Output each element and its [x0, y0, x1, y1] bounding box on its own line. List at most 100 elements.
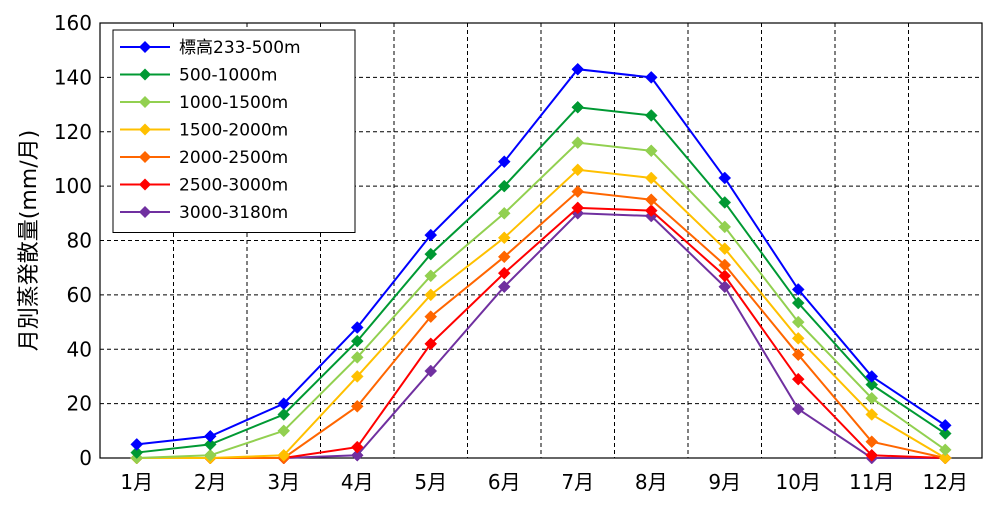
legend: 標高233-500m 500-1000m 1000-1500m 1500-2000m 2… — [112, 29, 356, 233]
legend-entry: 標高233-500m — [179, 38, 301, 58]
legend-marker — [139, 151, 151, 163]
series-line — [136, 190, 946, 459]
y-tick-label: 160 — [54, 11, 92, 35]
data-point — [424, 364, 438, 378]
legend-entry: 500-1000m — [179, 66, 277, 86]
data-point — [718, 220, 732, 234]
series-line — [136, 68, 946, 446]
x-tick-label: 6月 — [488, 470, 521, 494]
data-point — [497, 266, 511, 280]
data-point — [644, 109, 658, 122]
data-point — [791, 296, 805, 310]
data-point — [277, 424, 291, 438]
data-point — [938, 443, 952, 457]
legend-entry: 1000-1500m — [179, 93, 288, 113]
data-point — [424, 337, 438, 351]
series-line — [136, 212, 946, 459]
data-point — [350, 440, 364, 454]
data-point — [644, 204, 658, 217]
legend-entry: 1500-2000m — [179, 121, 288, 141]
data-point — [424, 269, 438, 283]
data-point — [571, 185, 585, 198]
data-point — [865, 378, 879, 391]
data-point — [497, 206, 511, 220]
data-point — [571, 201, 585, 215]
series-line — [136, 168, 946, 459]
data-point — [865, 435, 879, 449]
legend-entry: 2500-3000m — [179, 176, 288, 196]
data-point — [644, 71, 658, 84]
data-point — [130, 446, 144, 459]
legend-marker — [139, 206, 151, 218]
y-axis-title: 月別蒸発散量(mm/月) — [17, 130, 42, 351]
x-tick-label: 2月 — [194, 470, 227, 494]
data-point — [350, 448, 364, 462]
data-point — [791, 372, 805, 386]
data-point — [497, 179, 511, 193]
data-point — [865, 391, 879, 405]
data-point — [571, 163, 585, 177]
legend-marker — [139, 68, 151, 81]
data-point — [791, 332, 805, 345]
x-tick-label: 1月 — [120, 470, 153, 494]
x-tick-label: 4月 — [341, 470, 374, 494]
legend-marker — [139, 178, 151, 191]
data-point — [350, 351, 364, 364]
data-point — [350, 370, 364, 383]
data-point — [571, 100, 585, 114]
data-point — [718, 171, 732, 185]
data-point — [571, 136, 585, 149]
legend-marker — [139, 123, 151, 136]
y-tick-label: 20 — [67, 392, 92, 416]
series-1 — [130, 100, 952, 459]
data-point — [497, 280, 511, 294]
data-point — [865, 370, 879, 383]
y-tick-label: 140 — [54, 65, 92, 89]
data-point — [791, 283, 805, 296]
x-tick-label: 9月 — [708, 470, 741, 494]
x-tick-label: 12月 — [923, 470, 968, 494]
series-3 — [130, 163, 952, 465]
data-point — [718, 196, 732, 209]
data-point — [424, 310, 438, 323]
legend-marker — [139, 96, 151, 108]
x-tick-label: 5月 — [414, 470, 447, 494]
data-point — [424, 247, 438, 261]
data-point — [571, 62, 585, 76]
data-point — [938, 451, 952, 465]
series-2 — [130, 136, 952, 465]
data-point — [865, 448, 879, 462]
y-tick-label: 60 — [67, 283, 92, 307]
data-point — [277, 397, 291, 410]
data-point — [718, 269, 732, 283]
data-point — [497, 155, 511, 169]
data-point — [130, 438, 144, 451]
legend-entry: 3000-3180m — [179, 203, 288, 223]
data-point — [424, 288, 438, 302]
data-point — [718, 258, 732, 272]
data-point — [718, 242, 732, 256]
x-tick-label: 11月 — [849, 470, 894, 494]
x-tick-label: 8月 — [635, 470, 668, 494]
legend-entry: 2000-2500m — [179, 148, 288, 168]
data-point — [424, 228, 438, 242]
data-point — [791, 348, 805, 362]
y-tick-label: 120 — [54, 120, 92, 144]
data-point — [791, 315, 805, 329]
data-point — [277, 408, 291, 421]
series-line — [136, 141, 946, 459]
series-line — [136, 106, 946, 454]
data-point — [350, 321, 364, 334]
data-point — [644, 171, 658, 185]
data-point — [938, 419, 952, 432]
data-point — [644, 144, 658, 158]
plot-area-border — [99, 22, 983, 459]
x-tick-label: 3月 — [267, 470, 300, 494]
data-point — [350, 399, 364, 413]
data-point — [938, 427, 952, 440]
data-point — [203, 438, 217, 451]
x-tick-label: 10月 — [776, 470, 821, 494]
data-point — [497, 250, 511, 264]
data-point — [277, 448, 291, 462]
